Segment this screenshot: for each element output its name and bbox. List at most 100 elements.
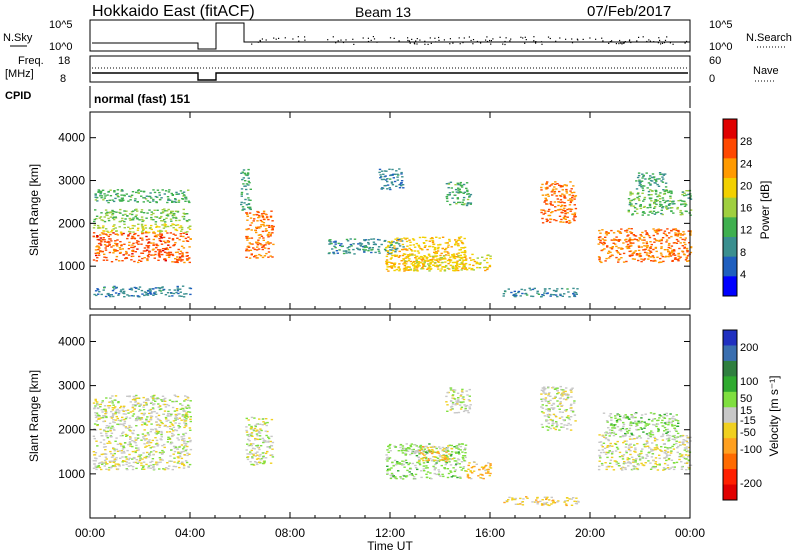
velocity-cell xyxy=(667,440,670,442)
power-cell xyxy=(627,209,630,212)
velocity-cell xyxy=(401,447,405,449)
velocity-cell xyxy=(138,417,141,419)
power-cell xyxy=(137,288,140,290)
power-cell xyxy=(391,168,394,171)
velocity-cell xyxy=(489,463,492,465)
velocity-cell xyxy=(104,456,108,458)
power-cell xyxy=(362,248,365,251)
power-cell xyxy=(462,192,465,194)
power-cell xyxy=(350,245,353,247)
velocity-cell xyxy=(640,420,644,423)
power-cell xyxy=(393,266,397,268)
velocity-cell xyxy=(264,457,268,459)
power-cell xyxy=(670,245,674,247)
power-cell xyxy=(457,252,460,254)
power-cell xyxy=(177,193,181,195)
velocity-cell xyxy=(547,400,550,403)
power-cell xyxy=(171,253,174,256)
power-cell xyxy=(447,183,451,185)
velocity-cell xyxy=(117,463,120,465)
velocity-cell xyxy=(416,461,419,464)
power-cell xyxy=(646,233,649,235)
velocity-cell xyxy=(266,451,269,453)
power-cell xyxy=(673,250,676,252)
velocity-cell xyxy=(654,448,657,451)
velocity-cell xyxy=(672,462,676,464)
velocity-cell xyxy=(123,420,127,423)
noise-search-point xyxy=(490,40,492,42)
velocity-cell xyxy=(564,394,567,396)
power-cell xyxy=(138,219,141,221)
power-cell xyxy=(606,245,609,247)
velocity-cell xyxy=(422,451,426,453)
velocity-cell xyxy=(122,431,125,433)
power-cell xyxy=(113,191,116,193)
velocity-cell xyxy=(453,389,457,391)
velocity-cell xyxy=(259,459,262,461)
power-cell xyxy=(189,287,193,290)
velocity-cell xyxy=(418,449,421,452)
power-cell xyxy=(240,203,243,206)
power-cell xyxy=(642,174,645,177)
velocity-cell xyxy=(473,465,476,468)
power-cell xyxy=(99,242,102,245)
power-cell xyxy=(154,291,157,293)
power-cell xyxy=(124,218,127,220)
velocity-cell xyxy=(559,397,562,399)
velocity-cell xyxy=(249,427,253,429)
velocity-cell xyxy=(449,470,452,472)
velocity-cell xyxy=(123,442,127,444)
power-cell xyxy=(629,192,632,194)
velocity-cell xyxy=(420,476,423,479)
velocity-cell xyxy=(658,463,661,465)
power-cell xyxy=(115,244,118,246)
power-cell xyxy=(629,254,632,256)
velocity-cell xyxy=(676,420,680,422)
power-cell xyxy=(157,252,161,254)
velocity-cell xyxy=(119,420,122,422)
power-cell xyxy=(655,200,658,202)
velocity-cell xyxy=(675,419,678,421)
power-cell xyxy=(643,198,646,201)
power-cell xyxy=(140,195,143,197)
power-cell xyxy=(619,253,622,255)
power-cell xyxy=(367,239,370,241)
velocity-cell xyxy=(448,461,451,463)
power-cell xyxy=(154,221,158,223)
power-cell xyxy=(670,190,673,192)
velocity-cell xyxy=(149,461,152,463)
velocity-cell xyxy=(634,459,637,462)
power-cell xyxy=(476,262,480,264)
power-cell xyxy=(543,212,547,214)
power-cell xyxy=(602,241,606,244)
power-cell xyxy=(331,248,334,250)
velocity-cell xyxy=(98,455,101,457)
velocity-cell xyxy=(177,457,180,459)
noise-search-point xyxy=(372,36,374,38)
power-cell xyxy=(489,257,492,260)
velocity-cell xyxy=(663,426,667,429)
velocity-cell xyxy=(253,427,257,430)
velocity-cell xyxy=(134,442,137,444)
power-cell xyxy=(176,211,180,213)
noise-search-point xyxy=(438,36,440,39)
velocity-cell xyxy=(261,452,265,454)
power-cell xyxy=(463,264,467,266)
power-cell xyxy=(265,230,269,232)
power-cell xyxy=(257,242,261,244)
velocity-cell xyxy=(414,467,418,469)
power-cell xyxy=(447,262,450,265)
power-cell xyxy=(137,240,140,243)
power-cell xyxy=(112,245,115,247)
power-cell xyxy=(103,216,106,218)
power-cell xyxy=(407,266,410,268)
velocity-cell xyxy=(435,473,438,476)
power-cell xyxy=(413,246,417,248)
velocity-cell xyxy=(112,447,115,450)
power-cell xyxy=(179,225,183,227)
power-cell xyxy=(105,245,108,247)
power-cell xyxy=(635,180,638,182)
velocity-cell xyxy=(102,415,105,417)
noise-search-point xyxy=(352,38,354,40)
power-cell xyxy=(479,262,482,264)
